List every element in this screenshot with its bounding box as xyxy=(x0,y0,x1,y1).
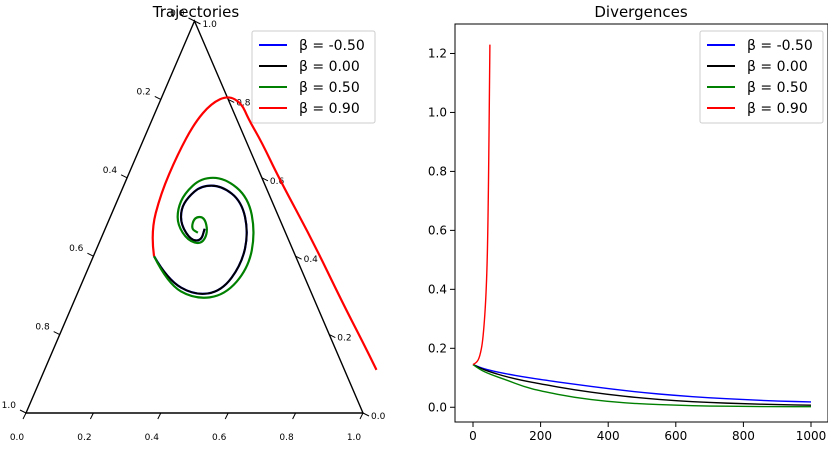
divergence-x-tick-label: 0 xyxy=(469,429,477,443)
ternary-tick-mark xyxy=(224,412,229,420)
divergence-legend-label: β = -0.50 xyxy=(747,38,813,54)
ternary-left-tick-label: 0.0 xyxy=(170,9,185,19)
ternary-plot-panel: Trajectories 0.0 0.0 1.0 0.2 0.2 0.8 0.4 0.4 0.6… xyxy=(2,3,386,443)
divergence-legend-label: β = 0.90 xyxy=(747,101,808,117)
ternary-right-tick-label: 0.2 xyxy=(337,334,351,344)
ternary-legend: β = -0.50 β = 0.00 β = 0.50 β = 0.90 xyxy=(251,30,376,124)
ternary-tick-mark xyxy=(227,98,235,103)
ternary-tick-mark xyxy=(362,412,370,417)
divergence-plot-frame xyxy=(454,23,828,423)
ternary-tick-mark xyxy=(261,177,269,182)
ternary-tick-mark xyxy=(292,412,297,420)
ternary-tick-mark xyxy=(295,255,302,260)
divergence-plot-panel: Divergences 0 200 400 600 800 1000 0.0 0.2 0.4 0.… xyxy=(428,3,828,443)
ternary-series-lines xyxy=(151,96,378,371)
divergence-y-tick-label: 0.4 xyxy=(428,282,447,296)
ternary-bottom-tick-label: 0.0 xyxy=(10,433,25,443)
divergence-title: Divergences xyxy=(594,3,687,21)
ternary-legend-label: β = 0.90 xyxy=(299,101,360,117)
divergence-series-lines xyxy=(472,44,812,408)
divergence-x-tick-label: 400 xyxy=(597,429,620,443)
ternary-bottom-tick-label: 0.8 xyxy=(279,433,294,443)
ternary-left-tick-label: 0.4 xyxy=(103,166,118,176)
ternary-bottom-tick-label: 1.0 xyxy=(347,433,362,443)
divergence-y-tick-label: 0.8 xyxy=(428,164,447,178)
ternary-tick-mark xyxy=(53,331,60,336)
ternary-legend-label: β = -0.50 xyxy=(299,38,365,54)
ternary-series-line xyxy=(151,96,378,371)
ternary-series-line xyxy=(153,184,248,295)
ternary-series-line xyxy=(153,176,255,299)
ternary-tick-mark xyxy=(329,334,336,339)
ternary-tick-mark xyxy=(188,17,195,22)
ternary-left-tick-label: 0.8 xyxy=(35,323,50,333)
ternary-ticks: 0.0 0.0 1.0 0.2 0.2 0.8 0.4 0.4 0.6 0.6 0.6 0.4 0.8 0… xyxy=(2,9,386,443)
ternary-right-tick-label: 1.0 xyxy=(203,20,218,30)
ternary-right-tick-label: 0.8 xyxy=(236,98,251,108)
ternary-tick-mark xyxy=(154,95,162,100)
divergence-x-tick-label: 200 xyxy=(529,429,552,443)
divergence-y-tick-label: 0.2 xyxy=(428,341,447,355)
divergence-y-tick-label: 1.0 xyxy=(428,105,447,119)
ternary-tick-mark xyxy=(89,412,94,420)
ternary-right-tick-label: 0.6 xyxy=(270,177,285,187)
ternary-bottom-tick-label: 0.4 xyxy=(145,433,160,443)
divergence-ticks: 0 200 400 600 800 1000 0.0 0.2 0.4 0.6 0.8 1.0 1.2 xyxy=(428,46,826,443)
ternary-legend-label: β = 0.00 xyxy=(299,59,360,75)
ternary-bottom-tick-label: 0.2 xyxy=(77,433,91,443)
divergence-series-line xyxy=(472,363,812,403)
ternary-tick-mark xyxy=(87,252,94,257)
divergence-x-tick-label: 600 xyxy=(664,429,687,443)
ternary-bottom-tick-label: 0.6 xyxy=(212,433,227,443)
ternary-tick-mark xyxy=(359,412,364,420)
divergence-series-line xyxy=(472,44,491,366)
ternary-right-tick-label: 0.0 xyxy=(371,412,386,422)
divergence-y-tick-label: 1.2 xyxy=(428,46,447,60)
ternary-tick-mark xyxy=(157,412,162,420)
ternary-triangle xyxy=(24,19,365,414)
divergence-x-tick-label: 800 xyxy=(732,429,755,443)
ternary-frame xyxy=(24,19,365,414)
ternary-tick-mark xyxy=(19,409,27,414)
ternary-legend-box xyxy=(251,30,376,124)
divergence-legend: β = -0.50 β = 0.00 β = 0.50 β = 0.90 xyxy=(699,30,824,124)
ternary-left-tick-label: 0.6 xyxy=(69,244,84,254)
ternary-tick-mark xyxy=(194,20,201,25)
divergence-legend-box xyxy=(699,30,824,124)
ternary-left-tick-label: 1.0 xyxy=(2,401,17,411)
divergence-y-tick-label: 0.6 xyxy=(428,223,447,237)
ternary-tick-mark xyxy=(120,174,128,179)
ternary-left-tick-label: 0.2 xyxy=(136,87,150,97)
divergence-series-line xyxy=(472,363,812,406)
ternary-title: Trajectories xyxy=(152,3,240,21)
ternary-tick-mark xyxy=(22,412,27,420)
ternary-legend-label: β = 0.50 xyxy=(299,80,360,96)
divergence-series-line xyxy=(472,363,811,408)
divergence-legend-label: β = 0.50 xyxy=(747,80,808,96)
divergence-y-tick-label: 0.0 xyxy=(428,400,447,414)
ternary-right-tick-label: 0.4 xyxy=(304,255,319,265)
divergence-x-tick-label: 1000 xyxy=(796,429,827,443)
divergence-legend-label: β = 0.00 xyxy=(747,59,808,75)
